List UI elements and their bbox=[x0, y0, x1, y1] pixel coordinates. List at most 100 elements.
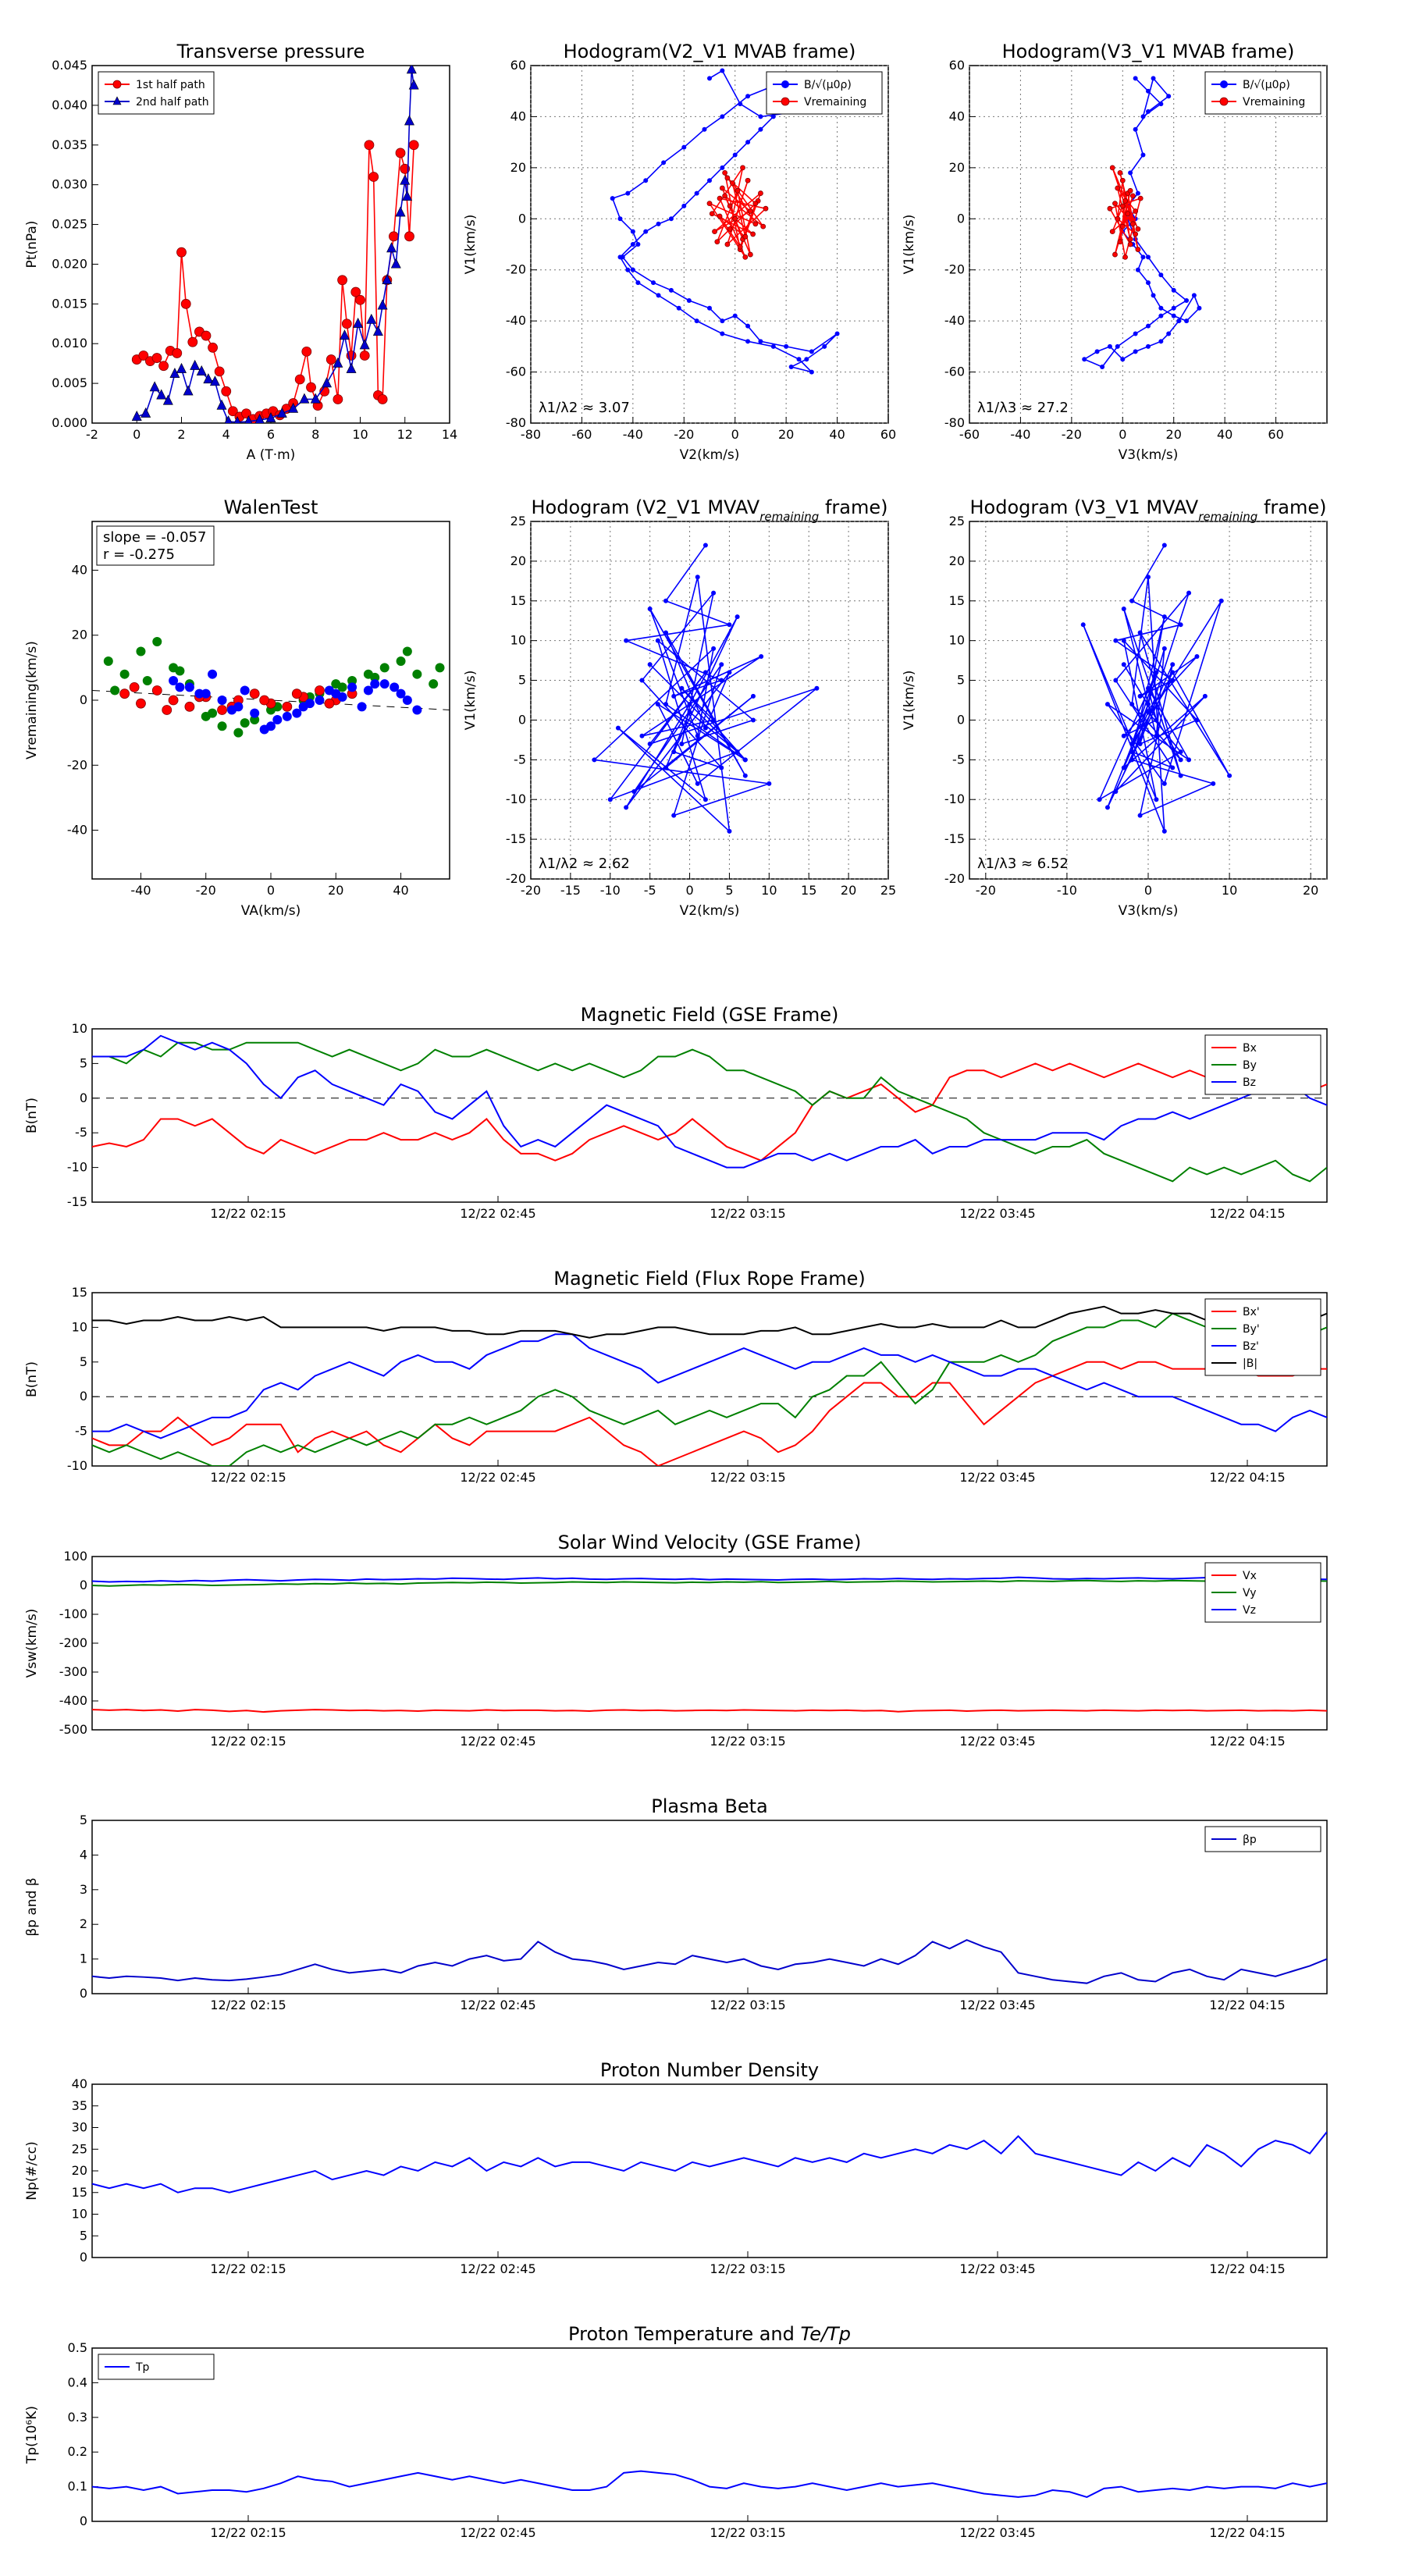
data-point bbox=[719, 185, 725, 191]
data-point bbox=[227, 705, 237, 715]
series-Vz bbox=[92, 1576, 1327, 1583]
data-point bbox=[402, 646, 412, 656]
data-point bbox=[724, 175, 731, 181]
plot-area bbox=[969, 65, 1328, 424]
x-tick-label: 12/22 02:45 bbox=[460, 1470, 535, 1485]
x-tick-label: 12/22 02:15 bbox=[210, 1734, 286, 1749]
data-point bbox=[706, 201, 713, 207]
data-point bbox=[1115, 343, 1120, 349]
data-point bbox=[1128, 170, 1133, 176]
y-tick-label: 10 bbox=[72, 1319, 87, 1334]
data-point bbox=[208, 342, 218, 353]
x-tick-label: 8 bbox=[311, 427, 319, 442]
plot-content bbox=[92, 2131, 1327, 2194]
series-βp bbox=[92, 1939, 1327, 1984]
y-tick-label: 0 bbox=[80, 1986, 87, 2001]
data-point bbox=[131, 410, 142, 421]
series-Bx' bbox=[92, 1361, 1327, 1466]
x-tick-label: 20 bbox=[328, 883, 343, 898]
data-point bbox=[259, 695, 270, 706]
series-Bz' bbox=[92, 1333, 1327, 1439]
legend-swatch-marker bbox=[112, 96, 122, 105]
data-point bbox=[151, 353, 162, 363]
data-point bbox=[647, 606, 653, 611]
plot-content bbox=[131, 66, 419, 423]
plot-content bbox=[92, 1305, 1327, 1466]
data-point bbox=[1119, 223, 1126, 229]
chart-title: Hodogram (V2_V1 MVAVremaining frame) bbox=[532, 496, 888, 524]
data-point bbox=[687, 702, 692, 707]
x-tick-label: 12/22 04:15 bbox=[1209, 2261, 1285, 2276]
y-tick-label: 35 bbox=[72, 2098, 87, 2113]
x-tick-label: 14 bbox=[442, 427, 457, 442]
data-point bbox=[1218, 598, 1224, 603]
x-tick-label: 20 bbox=[841, 883, 856, 898]
data-point bbox=[695, 575, 700, 580]
data-point bbox=[625, 267, 631, 272]
y-tick-label: 5 bbox=[80, 1354, 87, 1369]
data-point bbox=[217, 721, 227, 731]
chart-title-subscript: remaining bbox=[1198, 510, 1257, 524]
y-tick-label: -15 bbox=[944, 831, 965, 846]
chart-title-main: Hodogram (V3_V1 MVAV bbox=[970, 496, 1199, 518]
data-point bbox=[1109, 165, 1115, 171]
data-point bbox=[1194, 654, 1200, 660]
x-tick-label: -15 bbox=[560, 883, 581, 898]
data-point bbox=[651, 280, 656, 286]
chart-bfr: Magnetic Field (Flux Rope Frame) -10 -5 0 5 1… bbox=[24, 1268, 1328, 1485]
x-tick-label: 12/22 02:45 bbox=[460, 1998, 535, 2012]
legend-swatch-marker bbox=[1219, 97, 1229, 106]
y-tick-label: 20 bbox=[510, 160, 526, 175]
data-point bbox=[377, 394, 388, 404]
legend: Tp bbox=[98, 2354, 215, 2380]
x-tick-label: 10 bbox=[352, 427, 368, 442]
data-point bbox=[1112, 201, 1118, 207]
series-line bbox=[92, 2470, 1327, 2498]
plot-content bbox=[92, 1034, 1327, 1183]
data-point bbox=[717, 213, 723, 219]
data-point bbox=[119, 669, 130, 679]
series-line bbox=[1082, 545, 1230, 832]
legend-label: βp bbox=[1243, 1834, 1257, 1846]
data-point bbox=[379, 663, 389, 673]
y-tick-label: 40 bbox=[72, 2076, 87, 2091]
y-tick-label: -40 bbox=[506, 313, 526, 328]
data-point bbox=[759, 654, 764, 660]
data-point bbox=[1129, 749, 1135, 755]
data-point bbox=[663, 765, 669, 770]
data-point bbox=[1154, 797, 1159, 802]
data-point bbox=[408, 140, 419, 151]
y-tick-label: 40 bbox=[949, 109, 965, 123]
data-point bbox=[770, 343, 776, 349]
data-point bbox=[720, 318, 725, 324]
legend-frame bbox=[1204, 1298, 1321, 1376]
chart-title-suffix: frame) bbox=[1257, 496, 1326, 518]
y-tick-label: 0.020 bbox=[52, 256, 87, 271]
legend: B/√(μ0ρ) Vremaining bbox=[766, 71, 883, 115]
data-point bbox=[1122, 254, 1128, 260]
data-point bbox=[732, 215, 738, 222]
y-tick-label: -10 bbox=[944, 792, 965, 806]
legend-swatch-marker bbox=[112, 80, 122, 89]
data-point bbox=[412, 669, 422, 679]
data-point bbox=[1119, 203, 1126, 209]
data-point bbox=[1137, 813, 1143, 818]
data-point bbox=[201, 330, 212, 341]
data-point bbox=[1151, 293, 1156, 298]
data-point bbox=[643, 229, 649, 234]
legend-frame bbox=[98, 71, 215, 115]
data-point bbox=[435, 663, 445, 673]
x-tick-label: 25 bbox=[880, 883, 896, 898]
y-tick-label: 25 bbox=[949, 514, 965, 528]
x-tick-label: 0 bbox=[1119, 427, 1126, 442]
data-point bbox=[400, 163, 411, 174]
data-point bbox=[337, 682, 347, 692]
data-point bbox=[355, 294, 365, 305]
data-point bbox=[1161, 614, 1167, 620]
data-point bbox=[742, 757, 748, 763]
data-point bbox=[1158, 339, 1164, 344]
y-tick-label: -60 bbox=[506, 365, 526, 379]
data-point bbox=[136, 646, 146, 656]
y-tick-label: 1 bbox=[80, 1952, 87, 1966]
legend-swatch-marker bbox=[781, 97, 790, 106]
